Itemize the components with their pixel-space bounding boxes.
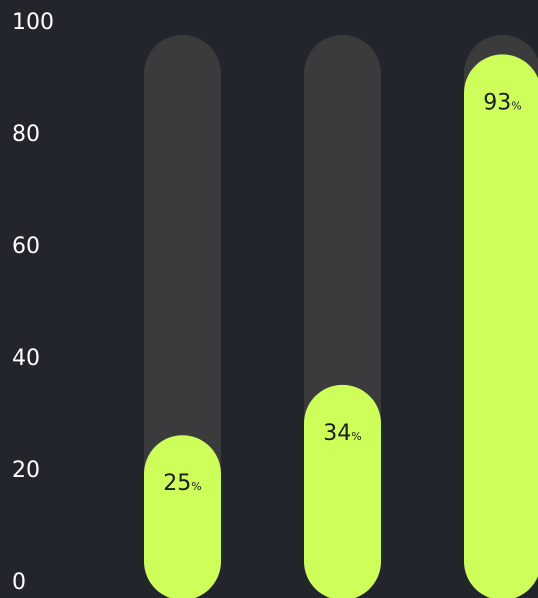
bar-value-unit: %: [191, 480, 201, 493]
bar-value-label: 25%: [163, 471, 201, 496]
bar-value-unit: %: [511, 99, 521, 112]
bar: [304, 384, 381, 598]
bar-value-label: 34%: [323, 421, 361, 446]
bar-value-number: 93: [483, 90, 511, 115]
bar: [144, 435, 221, 598]
bars: 25%34%93%: [144, 35, 538, 598]
y-tick-label: 80: [12, 122, 40, 147]
bar: [464, 54, 538, 598]
bar-value-label: 93%: [483, 90, 521, 115]
bar-value-number: 34: [323, 421, 351, 446]
y-tick-label: 0: [12, 570, 26, 595]
bar-value-unit: %: [351, 430, 361, 443]
y-axis: 0 20 40 60 80 100: [12, 10, 54, 595]
y-tick-label: 40: [12, 346, 40, 371]
y-tick-label: 100: [12, 10, 54, 35]
bar-value-number: 25: [163, 471, 191, 496]
y-tick-label: 60: [12, 234, 40, 259]
y-tick-label: 20: [12, 458, 40, 483]
